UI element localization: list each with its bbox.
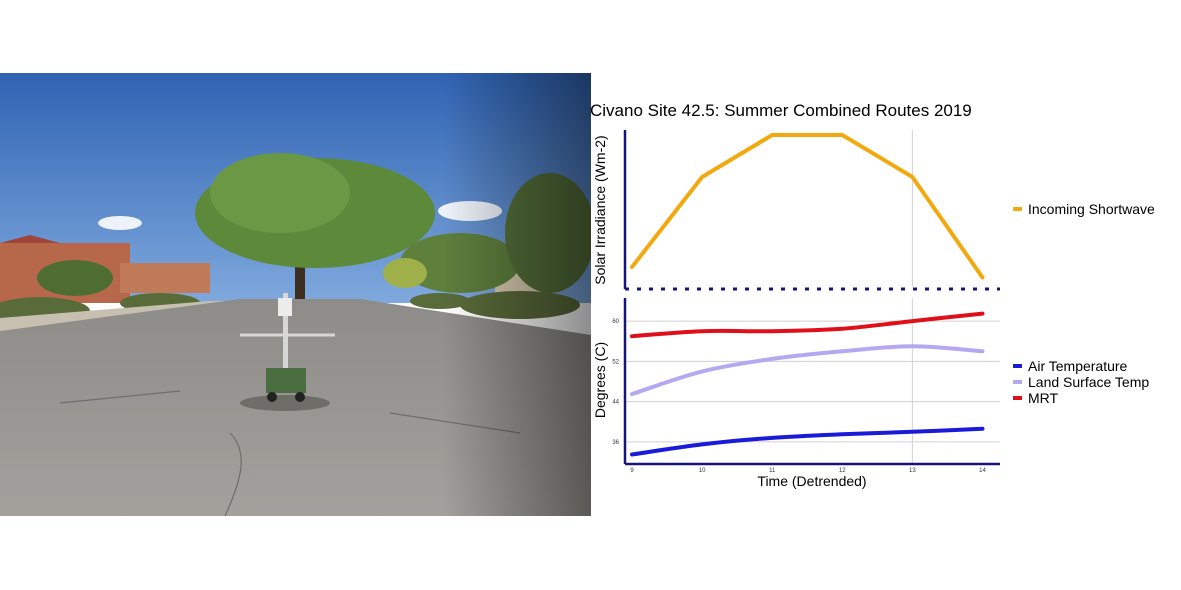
series-line-air-temperature [630,426,985,457]
legend-label-land-surface-temp: Land Surface Temp [1028,374,1149,390]
x-tick-label: 13 [909,468,916,474]
y-tick-label: 36 [612,440,619,446]
lower-panel: Degrees (C) 36 44 52 60 [592,298,1000,466]
chart: Civano Site 42.5: Summer Combined Routes… [590,101,1155,489]
legend-label-air-temperature: Air Temperature [1028,358,1128,374]
x-tick-labels: 9 10 11 12 13 14 [630,468,986,474]
chart-title: Civano Site 42.5: Summer Combined Routes… [590,101,972,120]
upper-y-axis-label: Solar Irradiance (Wm-2) [592,135,608,284]
y-tick-label: 60 [612,319,619,325]
x-tick-label: 10 [699,468,706,474]
upper-series [630,133,985,280]
series-line-land-surface-temp [630,344,985,397]
x-tick-label: 9 [630,468,634,474]
x-tick-label: 11 [769,468,776,474]
street-photo [0,73,591,516]
y-tick-label: 52 [612,359,619,365]
legend-label-mrt: MRT [1028,390,1059,406]
lower-y-tick-labels: 36 44 52 60 [612,319,619,446]
lower-gridlines [625,298,1000,463]
series-line-incoming-shortwave [630,133,985,280]
x-tick-label: 14 [979,468,986,474]
y-tick-label: 44 [612,400,619,406]
lower-series [630,311,985,457]
upper-panel: Solar Irradiance (Wm-2) [592,130,1000,291]
lower-y-axis-label: Degrees (C) [592,342,608,418]
x-tick-label: 12 [839,468,846,474]
x-axis-label: Time (Detrended) [757,473,866,489]
upper-legend: Incoming Shortwave [1013,201,1155,217]
legend-label-incoming-shortwave: Incoming Shortwave [1028,201,1155,217]
vignette [0,73,591,516]
series-line-mrt [630,311,985,339]
